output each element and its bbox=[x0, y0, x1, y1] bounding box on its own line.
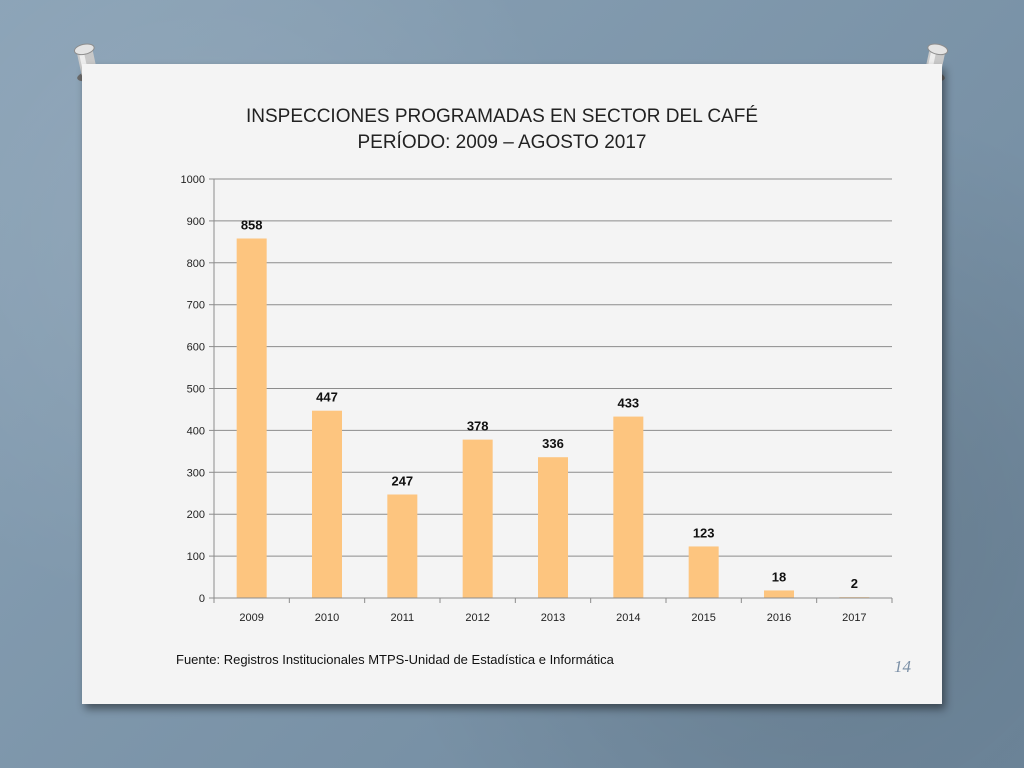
y-tick-label: 0 bbox=[199, 593, 205, 605]
y-tick-label: 900 bbox=[187, 216, 205, 228]
y-tick-label: 100 bbox=[187, 551, 205, 563]
x-tick-label: 2010 bbox=[315, 612, 339, 624]
y-tick-label: 600 bbox=[187, 342, 205, 354]
bar bbox=[538, 457, 568, 598]
slide-paper: INSPECCIONES PROGRAMADAS EN SECTOR DEL C… bbox=[82, 64, 942, 704]
page-number: 14 bbox=[894, 657, 911, 677]
x-tick-label: 2017 bbox=[842, 612, 866, 624]
bar bbox=[613, 417, 643, 598]
bar bbox=[387, 495, 417, 598]
bar bbox=[764, 590, 794, 598]
y-tick-label: 300 bbox=[187, 467, 205, 479]
bar bbox=[463, 440, 493, 598]
data-label: 123 bbox=[693, 525, 715, 540]
bar bbox=[312, 411, 342, 598]
x-tick-label: 2014 bbox=[616, 612, 640, 624]
x-tick-label: 2012 bbox=[465, 612, 489, 624]
y-tick-label: 1000 bbox=[181, 174, 205, 186]
data-label: 247 bbox=[391, 474, 413, 489]
source-note: Fuente: Registros Institucionales MTPS-U… bbox=[176, 652, 614, 667]
bar-chart: 0 100 200 300 400 500 600 700 800 900 1000 858 2009 4… bbox=[82, 64, 942, 624]
y-tick-label: 200 bbox=[187, 509, 205, 521]
data-label: 2 bbox=[851, 576, 858, 591]
x-tick-label: 2015 bbox=[691, 612, 715, 624]
y-tick-label: 700 bbox=[187, 300, 205, 312]
x-tick-label: 2011 bbox=[391, 612, 415, 624]
data-label: 378 bbox=[467, 419, 489, 434]
bar bbox=[689, 546, 719, 598]
x-tick-label: 2009 bbox=[239, 612, 263, 624]
data-label: 18 bbox=[772, 569, 786, 584]
data-label: 858 bbox=[241, 217, 263, 232]
x-tick-label: 2013 bbox=[541, 612, 565, 624]
data-label: 433 bbox=[617, 396, 639, 411]
y-tick-label: 400 bbox=[187, 425, 205, 437]
y-tick-label: 800 bbox=[187, 258, 205, 270]
data-label: 447 bbox=[316, 390, 338, 405]
bar bbox=[237, 238, 267, 598]
x-tick-label: 2016 bbox=[767, 612, 791, 624]
y-tick-label: 500 bbox=[187, 384, 205, 396]
data-label: 336 bbox=[542, 436, 564, 451]
